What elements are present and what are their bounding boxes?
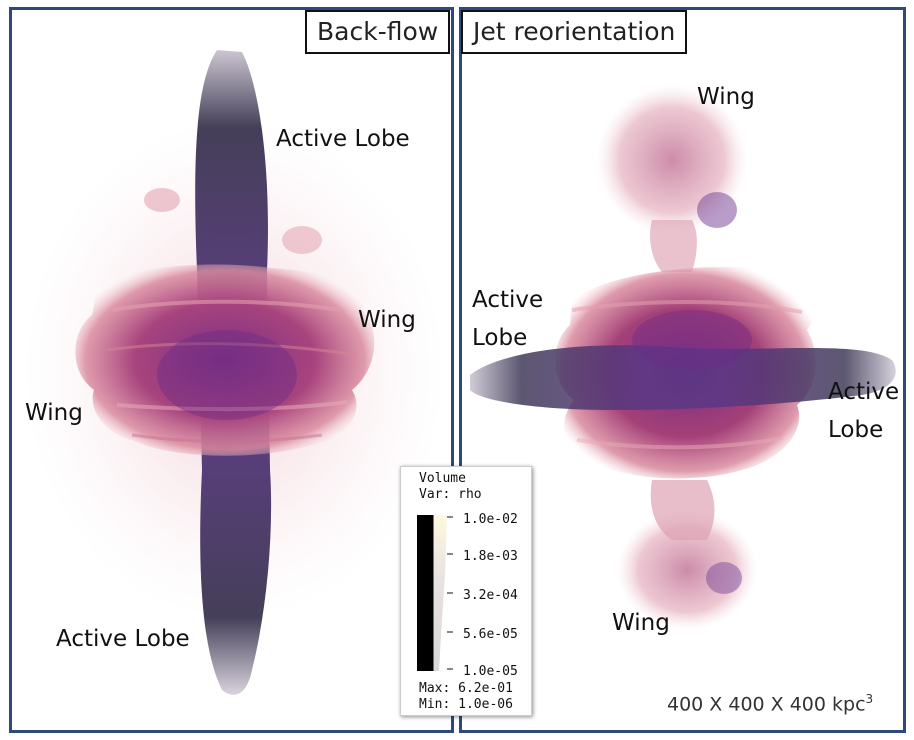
backflow-panel <box>9 7 454 733</box>
legend-max: Max: 6.2e-01 <box>419 681 513 696</box>
backflow-simulation-render <box>24 50 444 695</box>
colorbar <box>417 515 453 671</box>
legend-tick: 5.6e-05 <box>463 627 518 642</box>
domain-size-exponent: 3 <box>865 692 874 706</box>
domain-size-note: 400 X 400 X 400 kpc3 <box>667 692 873 715</box>
label-active-lobe-bottom: Active Lobe <box>56 626 190 652</box>
backflow-title: Back-flow <box>305 10 451 54</box>
label-active-lobe-right-line2: Lobe <box>828 417 884 443</box>
jet-reorientation-simulation-render <box>470 85 896 630</box>
domain-size-text: 400 X 400 X 400 kpc <box>667 693 866 716</box>
legend-title: Volume <box>419 471 466 486</box>
legend-min: Min: 1.0e-06 <box>419 697 513 712</box>
legend-tick: 1.0e-02 <box>463 512 518 527</box>
volume-colorbar-legend: Volume Var: rho 1.0e-02 1.8e-03 3.2e-04 … <box>400 466 532 716</box>
label-active-lobe-left-line1: Active <box>472 287 544 313</box>
jet-reorientation-panel <box>459 7 906 733</box>
label-wing-bottom: Wing <box>612 610 670 636</box>
legend-tick: 1.8e-03 <box>463 549 518 564</box>
label-active-lobe-left-line2: Lobe <box>472 325 528 351</box>
legend-variable: Var: rho <box>419 487 482 502</box>
label-active-lobe-right-line1: Active <box>828 379 900 405</box>
label-active-lobe-top: Active Lobe <box>276 126 410 152</box>
label-wing-left: Wing <box>25 400 83 426</box>
jet-reorientation-title: Jet reorientation <box>461 10 688 54</box>
legend-tick: 3.2e-04 <box>463 588 518 603</box>
legend-tick: 1.0e-05 <box>463 664 518 679</box>
label-wing-right: Wing <box>358 307 416 333</box>
label-wing-top: Wing <box>697 84 755 110</box>
